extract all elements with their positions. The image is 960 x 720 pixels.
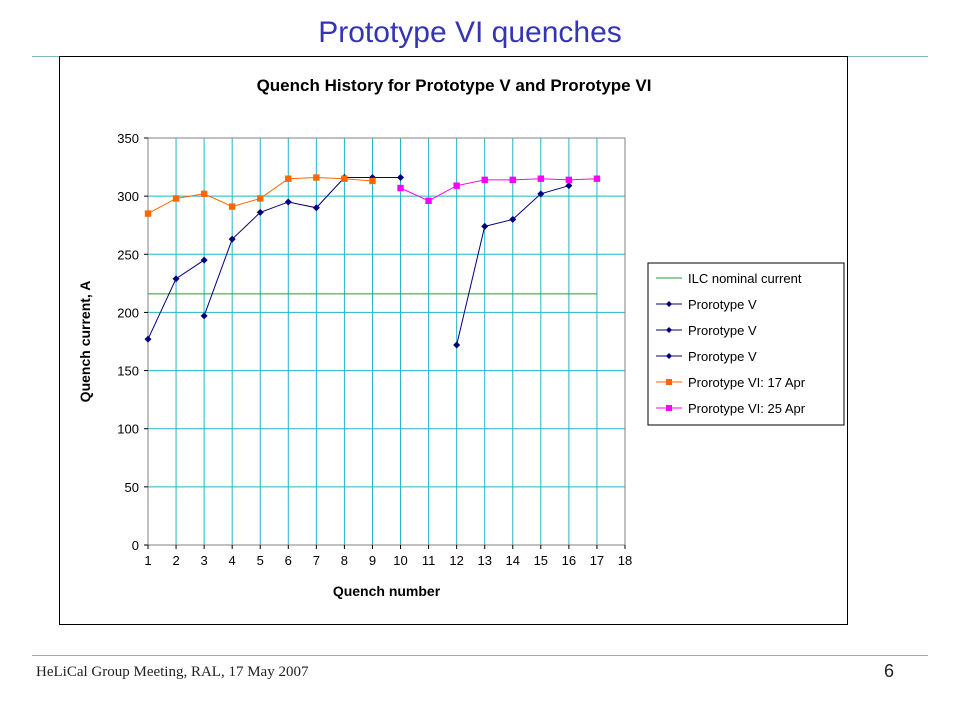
quench-history-chart: Quench History for Prototype V and Proro…: [77, 76, 845, 599]
series-4: [453, 182, 573, 349]
x-tick-label: 3: [201, 553, 208, 568]
data-point: [537, 190, 545, 198]
data-point: [453, 341, 461, 349]
x-tick-label: 14: [506, 553, 520, 568]
x-tick-label: 7: [313, 553, 320, 568]
data-point: [257, 195, 264, 202]
gridlines: [147, 137, 626, 546]
data-point: [397, 184, 404, 192]
x-tick-label: 5: [257, 553, 264, 568]
y-tick-label: 200: [117, 305, 139, 320]
bottom-divider: [32, 655, 928, 656]
data-point: [341, 175, 348, 182]
legend-item: Prorotype V: [656, 297, 757, 312]
data-point: [509, 176, 516, 184]
legend-item: Prorotype V: [656, 349, 757, 364]
series-5: [144, 174, 376, 217]
legend-item: Prorotype VI: 17 Apr: [656, 375, 806, 390]
data-point: [369, 177, 376, 185]
data-point: [565, 182, 573, 190]
footer-text: HeLiCal Group Meeting, RAL, 17 May 2007: [36, 664, 309, 680]
data-point: [200, 312, 208, 320]
data-point: [666, 301, 672, 307]
data-point: [425, 197, 432, 204]
data-point: [200, 256, 208, 264]
x-tick-label: 10: [393, 553, 407, 568]
data-point: [284, 198, 292, 206]
x-tick-label: 1: [144, 553, 151, 568]
x-tick-label: 6: [285, 553, 292, 568]
plot-area-border: [147, 137, 626, 546]
x-tick-label: 18: [618, 553, 632, 568]
x-tick-label: 12: [449, 553, 463, 568]
series-layer: [144, 174, 601, 349]
data-point: [453, 182, 460, 189]
data-point: [228, 203, 236, 210]
series-line: [203, 177, 401, 317]
x-axis-label: Quench number: [333, 583, 441, 599]
x-tick-label: 15: [534, 553, 548, 568]
data-point: [481, 222, 489, 230]
data-point: [313, 174, 320, 181]
data-point: [256, 208, 264, 216]
data-point: [200, 190, 208, 198]
chart-title: Quench History for Prototype V and Proro…: [257, 76, 652, 95]
y-tick-label: 100: [117, 422, 139, 437]
data-point: [666, 379, 672, 385]
slide-title: Prototype VI quenches: [318, 16, 622, 49]
data-point: [228, 235, 236, 243]
legend: ILC nominal current Prorotype V Prorotype …: [647, 262, 845, 426]
data-point: [144, 335, 152, 343]
x-tick-label: 13: [477, 553, 491, 568]
data-point: [666, 353, 672, 359]
series-line: [400, 178, 597, 202]
y-tick-label: 300: [117, 189, 139, 204]
x-tick-label: 8: [341, 553, 348, 568]
data-point: [537, 175, 545, 182]
data-point: [312, 204, 320, 212]
legend-item: Prorotype V: [656, 323, 757, 338]
series-2: [144, 256, 208, 343]
y-tick-label: 0: [132, 538, 139, 553]
data-point: [666, 327, 672, 333]
page-number: 6: [884, 661, 895, 681]
x-tick-label: 2: [172, 553, 179, 568]
series-6: [397, 175, 601, 204]
legend-label: Prorotype V: [688, 323, 757, 338]
data-point: [144, 210, 152, 217]
data-point: [481, 176, 488, 184]
legend-label: Prorotype V: [688, 349, 757, 364]
tick-labels: 1 2 3 4 5 6 7 8 9 10 11 12 13 14 15 16 17 180501001502002…: [117, 131, 632, 568]
x-tick-label: 17: [590, 553, 604, 568]
data-point: [666, 405, 672, 411]
data-point: [397, 174, 405, 182]
y-axis-label: Quench current, A: [77, 281, 93, 403]
y-tick-label: 50: [125, 480, 139, 495]
data-point: [172, 195, 180, 202]
data-point: [593, 175, 601, 182]
legend-item: ILC nominal current: [656, 271, 802, 286]
legend-label: Prorotype VI: 17 Apr: [688, 375, 806, 390]
legend-label: ILC nominal current: [688, 271, 802, 286]
data-point: [285, 175, 292, 182]
x-tick-label: 16: [562, 553, 576, 568]
chart-frame: Quench History for Prototype V and Proro…: [59, 56, 848, 625]
legend-box: [647, 262, 845, 426]
x-tick-label: 11: [422, 553, 436, 568]
x-tick-label: 9: [369, 553, 376, 568]
legend-item: Prorotype VI: 25 Apr: [656, 401, 806, 416]
legend-label: Prorotype VI: 25 Apr: [688, 401, 806, 416]
y-tick-label: 150: [117, 364, 139, 379]
data-point: [172, 275, 180, 283]
legend-label: Prorotype V: [688, 297, 757, 312]
y-tick-label: 250: [117, 247, 139, 262]
y-tick-label: 350: [117, 131, 139, 146]
data-point: [565, 176, 573, 184]
x-tick-label: 4: [229, 553, 236, 568]
data-point: [509, 215, 517, 223]
